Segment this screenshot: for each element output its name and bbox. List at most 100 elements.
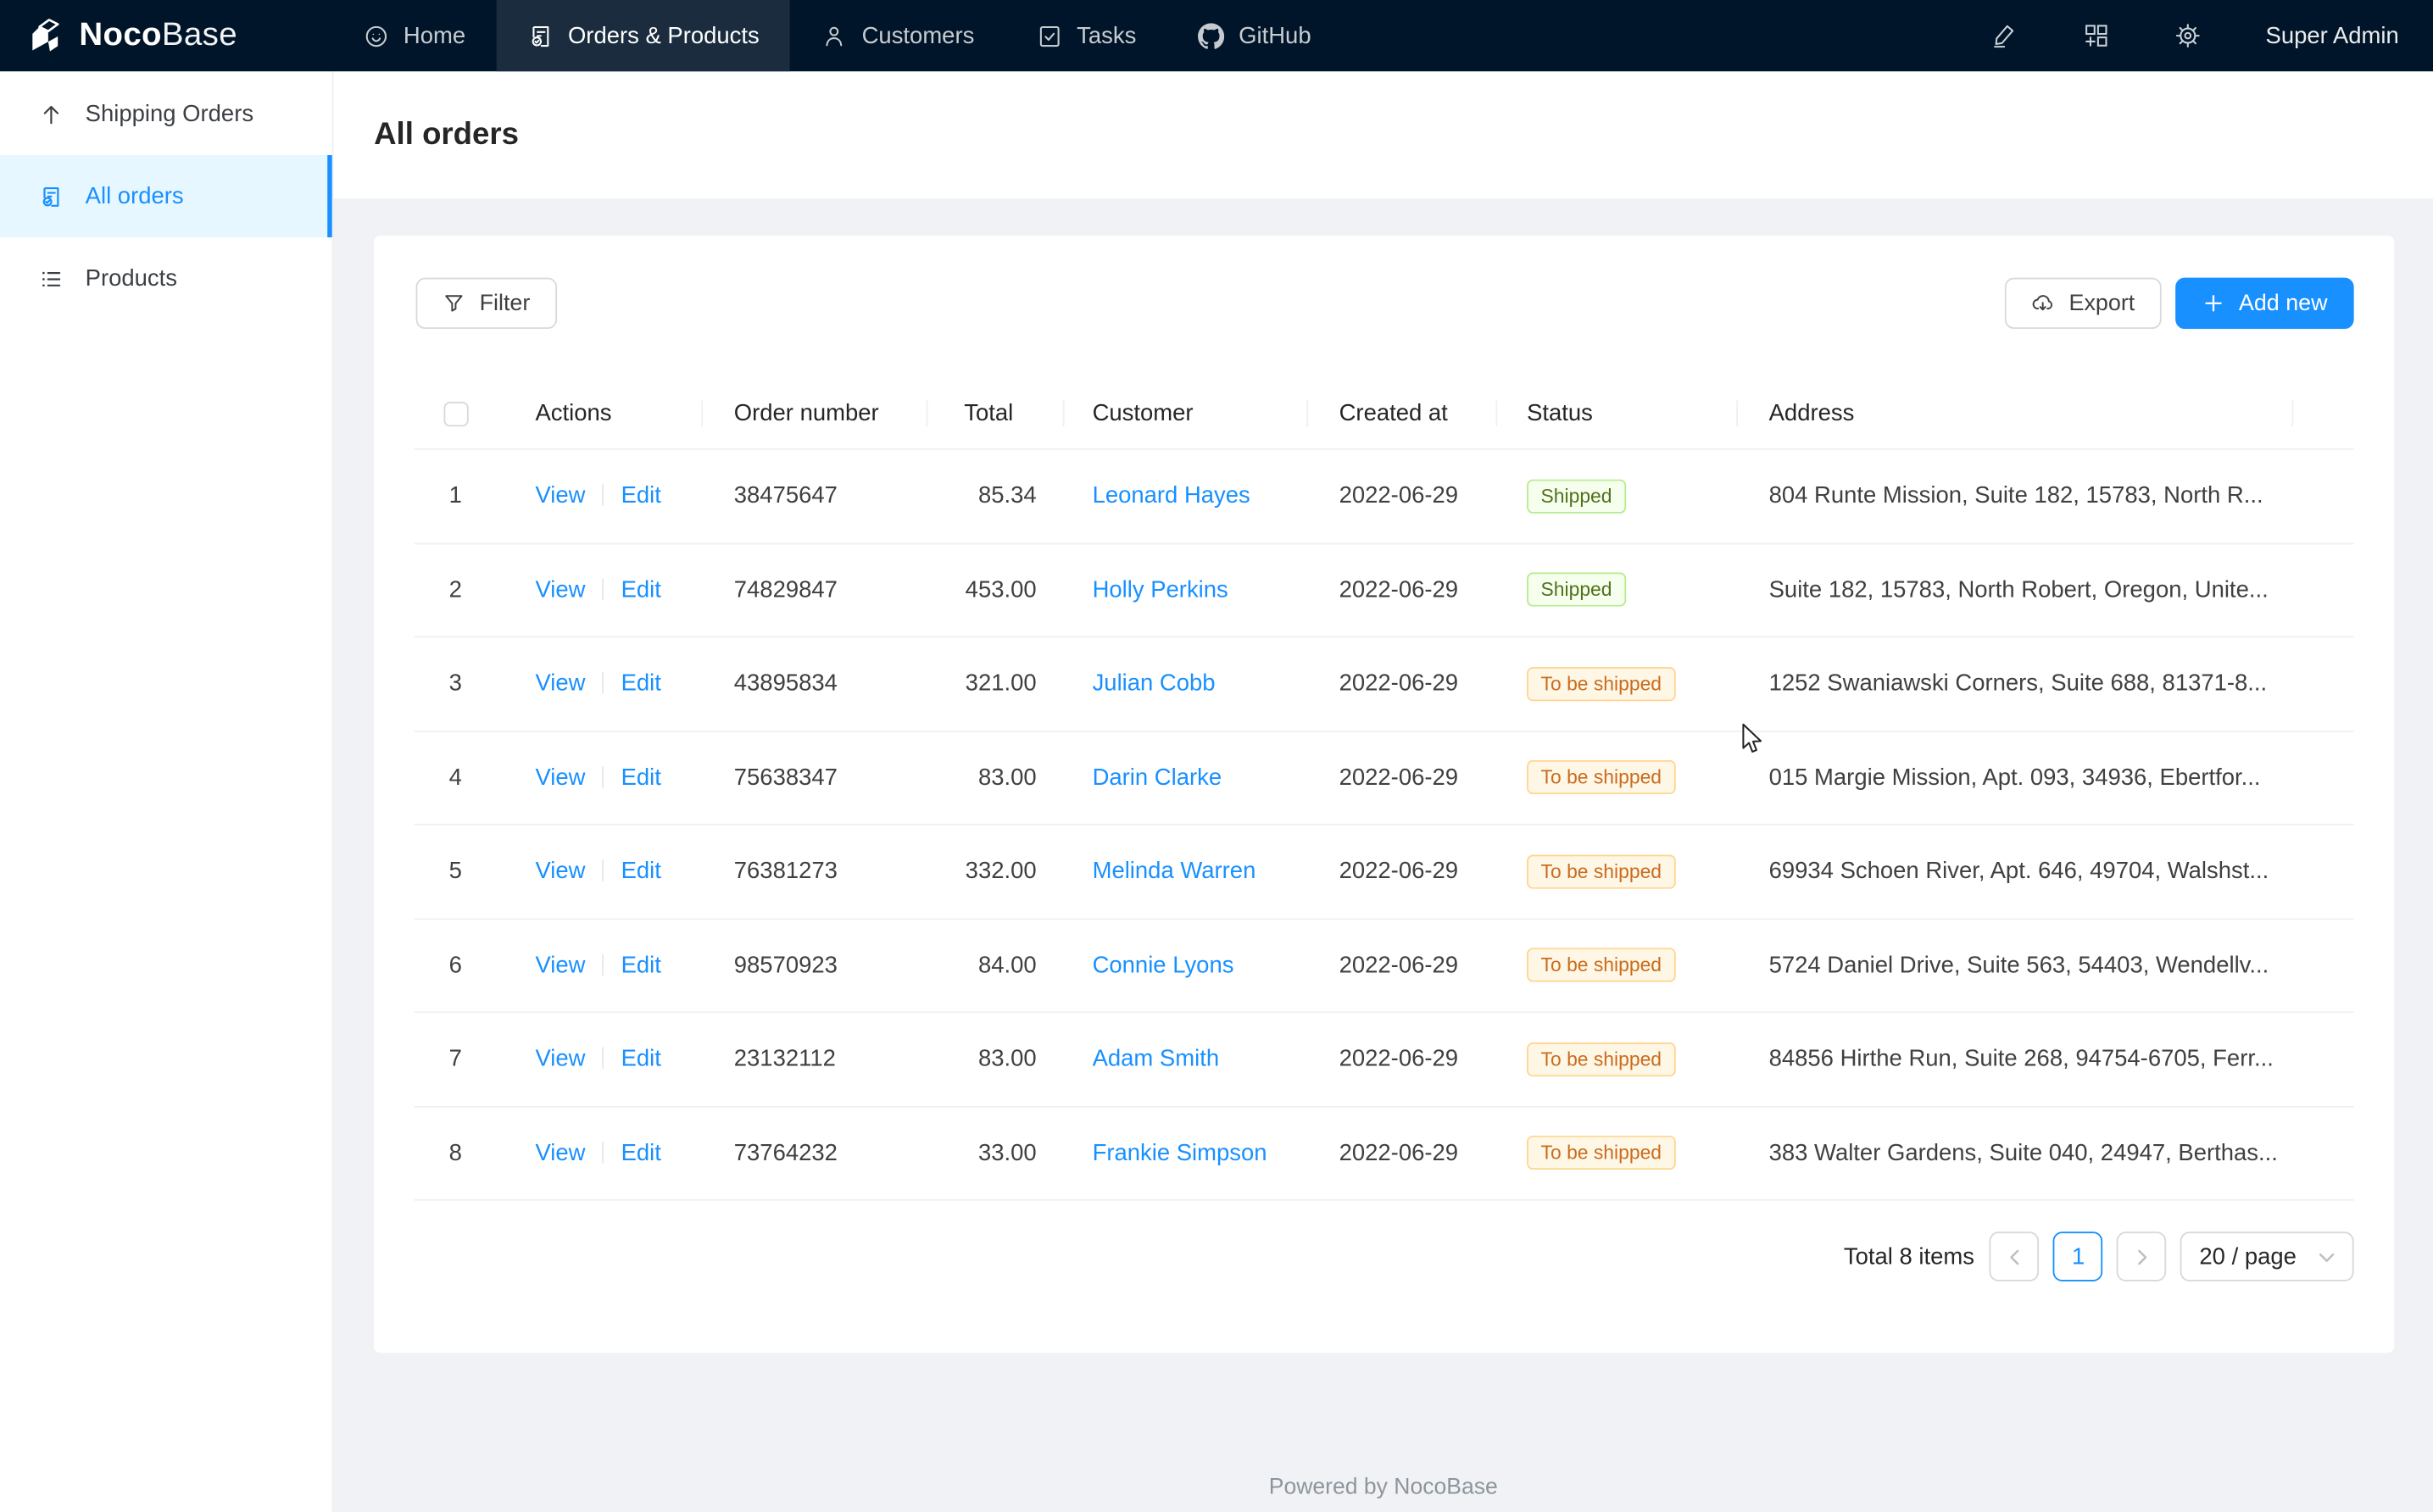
table-row: 8 View Edit 73764232 33.00 Frankie Simpso… [414,1107,2354,1201]
pagination-page-1[interactable]: 1 [2053,1231,2103,1281]
order-number-cell: 74829847 [733,576,838,603]
pagination: Total 8 items 1 20 / page [374,1231,2354,1281]
nav-item-orders-products[interactable]: Orders & Products [496,0,791,72]
view-link[interactable]: View [535,1046,586,1073]
sidebar-item-label: Shipping Orders [85,100,254,128]
filter-button[interactable]: Filter [415,277,557,330]
customer-link[interactable]: Darin Clarke [1092,764,1222,792]
customer-link[interactable]: Frankie Simpson [1092,1139,1267,1166]
customer-link[interactable]: Leonard Hayes [1092,482,1250,509]
view-link[interactable]: View [535,482,586,509]
address-cell: 69934 Schoen River, Apt. 646, 49704, Wal… [1768,858,2269,885]
page-size-select[interactable]: 20 / page [2180,1231,2354,1281]
pagination-total: Total 8 items [1843,1243,1975,1270]
orders-table: Actions Order number Total Customer Crea… [414,377,2354,1201]
nav-item-label: Customers [861,22,975,49]
created-at-cell: 2022-06-29 [1339,858,1459,885]
row-index: 6 [448,952,462,979]
navbar-right: Super Admin [1991,0,2433,71]
logo-text: NocoBase [79,17,238,53]
main-area: All orders Filter [333,71,2433,1512]
sidebar: Shipping Orders All orders Products [0,71,334,1512]
row-index: 4 [448,764,462,792]
row-index: 2 [448,576,462,603]
customer-link[interactable]: Holly Perkins [1092,576,1228,603]
view-link[interactable]: View [535,764,586,792]
row-index: 8 [448,1139,462,1166]
export-button[interactable]: Export [2005,277,2162,330]
page-size-value: 20 / page [2199,1243,2297,1270]
customer-link[interactable]: Julian Cobb [1092,670,1216,698]
customers-person-icon [827,25,843,46]
customer-link[interactable]: Melinda Warren [1092,858,1256,885]
nav-item-label: GitHub [1239,22,1311,49]
filter-funnel-icon [445,295,463,312]
table-toolbar: Filter Export [374,236,2394,330]
sidebar-item-products[interactable]: Products [0,237,332,320]
cube-logo-icon [32,18,59,51]
created-at-cell: 2022-06-29 [1339,1046,1459,1073]
nav-item-github[interactable]: GitHub [1167,0,1342,71]
edit-link[interactable]: Edit [621,576,661,603]
table-row: 6 View Edit 98570923 84.00 Connie Lyons 2… [414,919,2354,1014]
nav-item-customers[interactable]: Customers [790,0,1005,71]
ui-editor-highlighter-icon[interactable] [1991,22,2019,50]
sidebar-item-all-orders[interactable]: All orders [0,155,332,238]
edit-link[interactable]: Edit [621,670,661,698]
customer-link[interactable]: Connie Lyons [1092,952,1234,979]
toolbar-right: Export Add new [2005,277,2354,330]
add-new-button[interactable]: Add new [2174,277,2354,330]
view-link[interactable]: View [535,670,586,698]
edit-link[interactable]: Edit [621,858,661,885]
total-cell: 321.00 [965,670,1037,698]
address-cell: 804 Runte Mission, Suite 182, 15783, Nor… [1768,482,2263,509]
table-row: 5 View Edit 76381273 332.00 Melinda Warre… [414,825,2354,920]
status-badge: Shipped [1527,479,1626,514]
smiley-icon [365,25,387,47]
divider [602,953,604,976]
content: Filter Export [334,198,2433,1512]
created-at-cell: 2022-06-29 [1339,764,1459,792]
divider [602,859,604,882]
total-cell: 85.34 [977,482,1037,509]
edit-link[interactable]: Edit [621,764,661,792]
order-number-cell: 76381273 [733,858,838,885]
nav-item-home[interactable]: Home [332,0,497,71]
address-cell: 5724 Daniel Drive, Suite 563, 54403, Wen… [1768,952,2269,979]
order-doc-check-icon [42,186,59,207]
nav-item-tasks[interactable]: Tasks [1005,0,1167,71]
status-badge: Shipped [1527,572,1626,608]
edit-link[interactable]: Edit [621,1046,661,1073]
select-all-checkbox[interactable] [443,401,468,426]
view-link[interactable]: View [535,576,586,603]
order-number-cell: 73764232 [733,1139,838,1166]
address-cell: 383 Walter Gardens, Suite 040, 24947, Be… [1768,1139,2278,1166]
view-link[interactable]: View [535,952,586,979]
github-icon [1198,22,1225,48]
plugin-blocks-icon[interactable] [2083,22,2111,50]
customer-link[interactable]: Adam Smith [1092,1046,1220,1073]
created-at-cell: 2022-06-29 [1339,952,1459,979]
edit-link[interactable]: Edit [621,952,661,979]
view-link[interactable]: View [535,1139,586,1166]
list-icon [42,270,61,286]
view-link[interactable]: View [535,858,586,885]
order-number-cell: 98570923 [733,952,838,979]
created-at-cell: 2022-06-29 [1339,576,1459,603]
powered-by-footer: Powered by NocoBase [1268,1475,1498,1500]
order-number-cell: 38475647 [733,482,838,509]
settings-gear-icon[interactable] [2174,22,2202,50]
user-menu[interactable]: Super Admin [2265,22,2399,49]
status-badge: To be shipped [1527,760,1676,795]
sidebar-item-shipping-orders[interactable]: Shipping Orders [0,73,332,155]
pagination-prev-button[interactable] [1990,1231,2040,1281]
order-number-cell: 75638347 [733,764,838,792]
address-cell: Suite 182, 15783, North Robert, Oregon, … [1768,576,2269,603]
arrow-up-icon [43,105,59,124]
order-number-cell: 43895834 [733,670,838,698]
nocobase-logo[interactable]: NocoBase [0,0,332,71]
pagination-next-button[interactable] [2117,1231,2167,1281]
edit-link[interactable]: Edit [621,482,661,509]
edit-link[interactable]: Edit [621,1139,661,1166]
